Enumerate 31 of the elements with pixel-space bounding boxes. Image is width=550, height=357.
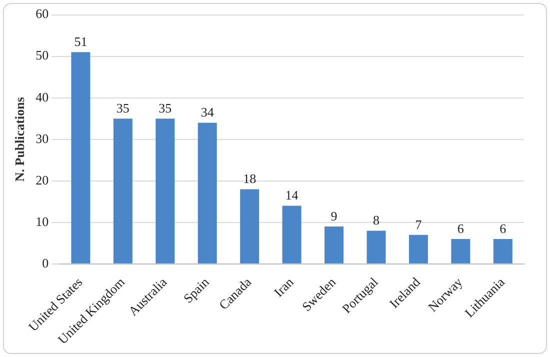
- y-tick-label: 20: [36, 172, 49, 188]
- bar: [451, 239, 470, 264]
- bar: [493, 239, 512, 264]
- data-label: 9: [330, 208, 338, 224]
- data-label: 7: [415, 216, 422, 232]
- bar: [156, 118, 175, 264]
- y-tick-label: 0: [42, 255, 49, 270]
- data-label: 6: [500, 220, 507, 236]
- y-tick-label: 30: [36, 130, 49, 146]
- y-tick-label: 60: [36, 6, 49, 22]
- bar: [198, 122, 217, 264]
- y-axis-title: N. Publications: [12, 97, 28, 182]
- bar: [240, 189, 260, 264]
- x-tick-label: Iran: [270, 274, 297, 300]
- data-label: 34: [200, 104, 214, 120]
- data-label: 35: [116, 100, 130, 116]
- y-tick-label: 10: [36, 214, 49, 229]
- data-label: 35: [158, 100, 172, 116]
- data-label: 8: [372, 212, 380, 228]
- bar: [324, 226, 344, 264]
- data-label: 6: [457, 220, 464, 236]
- bar: [282, 206, 302, 264]
- y-tick-label: 50: [36, 48, 49, 63]
- bar: [366, 230, 386, 264]
- bar: [71, 52, 90, 264]
- bar: [113, 118, 132, 264]
- data-label: 18: [243, 171, 256, 186]
- data-label: 14: [285, 188, 299, 203]
- y-tick-label: 40: [36, 89, 49, 104]
- bar: [408, 234, 428, 264]
- data-label: 51: [74, 34, 88, 50]
